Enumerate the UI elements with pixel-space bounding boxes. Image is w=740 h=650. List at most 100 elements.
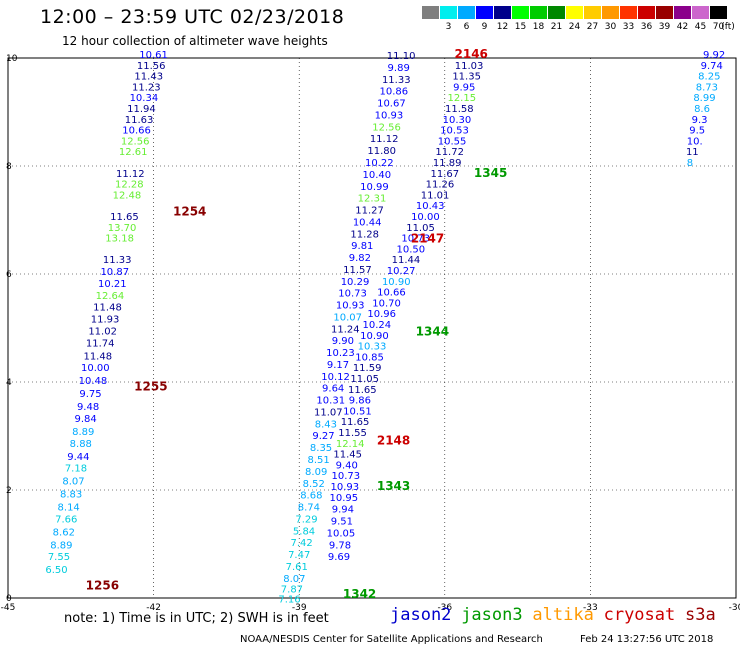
generated-timestamp: Feb 24 13:27:56 UTC 2018 bbox=[580, 634, 714, 645]
wave-height-value: 11.35 bbox=[452, 72, 481, 83]
wave-height-value: 10.93 bbox=[375, 110, 404, 121]
pass-time-label: 1343 bbox=[377, 479, 410, 493]
pass-time-label: 1255 bbox=[134, 380, 167, 394]
x-tick-label: -30 bbox=[729, 603, 740, 610]
wave-height-value: 12.61 bbox=[119, 147, 148, 158]
wave-height-value: 11.12 bbox=[116, 169, 145, 180]
legend-item-jason2: jason2 bbox=[390, 605, 452, 625]
color-swatch-label: 39 bbox=[658, 22, 671, 32]
color-swatch-label: 42 bbox=[676, 22, 689, 32]
wave-height-value: 11.33 bbox=[382, 75, 411, 86]
x-tick-label: -36 bbox=[437, 603, 452, 610]
color-swatch bbox=[530, 6, 547, 19]
wave-height-value: 8.43 bbox=[315, 419, 337, 430]
wave-height-value: 10.44 bbox=[353, 217, 382, 228]
color-swatch bbox=[638, 6, 655, 19]
wave-height-value: 7.87 bbox=[281, 585, 303, 596]
wave-height-value: 9.40 bbox=[336, 460, 358, 471]
wave-height-value: 10.48 bbox=[79, 376, 108, 387]
wave-height-value: 11.65 bbox=[341, 417, 370, 428]
wave-height-value: 9.51 bbox=[331, 517, 353, 528]
wave-height-value: 7.18 bbox=[65, 464, 87, 475]
wave-height-value: 11.27 bbox=[355, 206, 384, 217]
wave-height-value: 11.05 bbox=[350, 374, 379, 385]
wave-height-value: 10.70 bbox=[372, 298, 401, 309]
color-swatch bbox=[566, 6, 583, 19]
wave-height-value: 10.30 bbox=[443, 115, 472, 126]
wave-height-value: 7.42 bbox=[290, 538, 312, 549]
color-swatch bbox=[476, 6, 493, 19]
wave-height-value: 9.94 bbox=[332, 505, 354, 516]
wave-height-value: 11.74 bbox=[86, 338, 115, 349]
wave-height-value: 8.99 bbox=[693, 93, 715, 104]
color-swatch-label: 6 bbox=[463, 22, 470, 32]
wave-height-value: 13.70 bbox=[108, 223, 137, 234]
pass-time-label: 2147 bbox=[411, 232, 444, 246]
color-swatch bbox=[710, 6, 727, 19]
wave-height-value: 7.66 bbox=[55, 514, 77, 525]
wave-height-value: 12.64 bbox=[96, 291, 125, 302]
legend-item-altika: altika bbox=[532, 605, 594, 625]
color-swatch bbox=[512, 6, 529, 19]
color-swatch bbox=[458, 6, 475, 19]
wave-height-value: 10.93 bbox=[331, 482, 360, 493]
wave-height-value: 10.96 bbox=[367, 309, 396, 320]
wave-height-value: 9.75 bbox=[79, 389, 101, 400]
wave-height-value: 10.93 bbox=[336, 301, 365, 312]
pass-time-label: 1345 bbox=[474, 166, 507, 180]
wave-height-value: 11.80 bbox=[367, 146, 396, 157]
color-swatch-label: 45 bbox=[694, 22, 707, 32]
wave-height-value: 10.90 bbox=[382, 277, 411, 288]
wave-height-value: 8.88 bbox=[70, 439, 92, 450]
wave-height-value: 8.14 bbox=[58, 503, 80, 514]
color-swatch bbox=[494, 6, 511, 19]
wave-height-value: 9.92 bbox=[703, 50, 725, 61]
wave-height-value: 7.29 bbox=[295, 514, 317, 525]
wave-height-value: 9.82 bbox=[349, 253, 371, 264]
wave-height-value: 9.86 bbox=[349, 396, 371, 407]
wave-height-value: 11.10 bbox=[387, 51, 416, 62]
color-swatch bbox=[548, 6, 565, 19]
pass-time-label: 1256 bbox=[86, 578, 119, 592]
wave-height-value: 10.12 bbox=[321, 372, 350, 383]
wave-height-value: 9.3 bbox=[692, 115, 708, 126]
wave-height-value: 10. bbox=[687, 136, 703, 147]
wave-height-value: 9.44 bbox=[67, 452, 89, 463]
wave-height-value: 8.09 bbox=[305, 467, 327, 478]
pass-time-label: 1344 bbox=[416, 325, 449, 339]
wave-height-value: 11.26 bbox=[426, 180, 455, 191]
wave-height-value: 11.44 bbox=[392, 255, 421, 266]
wave-height-value: 5.84 bbox=[293, 526, 315, 537]
wave-height-value: 10.73 bbox=[338, 289, 367, 300]
wave-height-value: 11.67 bbox=[430, 169, 459, 180]
color-swatch-label: 18 bbox=[532, 22, 545, 32]
wave-height-value: 10.51 bbox=[343, 406, 372, 417]
wave-height-value: 10.27 bbox=[387, 266, 416, 277]
wave-height-value: 9.90 bbox=[332, 336, 354, 347]
wave-height-value: 9.95 bbox=[453, 82, 475, 93]
wave-height-value: 10.73 bbox=[331, 471, 360, 482]
wave-height-value: 8.35 bbox=[310, 443, 332, 454]
pass-time-label: 2148 bbox=[377, 434, 410, 448]
wave-height-value: 10.66 bbox=[377, 288, 406, 299]
wave-height-value: 9.5 bbox=[689, 126, 705, 137]
credit-line: NOAA/NESDIS Center for Satellite Applica… bbox=[240, 634, 543, 645]
wave-height-value: 10.24 bbox=[363, 320, 392, 331]
wave-height-value: 8.25 bbox=[698, 72, 720, 83]
wave-height-value: 10.85 bbox=[355, 352, 384, 363]
wave-height-value: 12.14 bbox=[336, 439, 365, 450]
wave-height-value: 11.12 bbox=[370, 134, 399, 145]
color-scale-unit: (ft) bbox=[721, 22, 735, 32]
wave-height-value: 11.58 bbox=[445, 104, 474, 115]
wave-height-value: 7.61 bbox=[286, 562, 308, 573]
wave-height-value: 11.07 bbox=[314, 407, 343, 418]
wave-height-value: 9.89 bbox=[388, 63, 410, 74]
color-swatch-label: 3 bbox=[445, 22, 452, 32]
footnote: note: 1) Time is in UTC; 2) SWH is in fe… bbox=[64, 611, 329, 626]
wave-height-value: 9.27 bbox=[312, 431, 334, 442]
wave-height-value: 7.55 bbox=[48, 552, 70, 563]
wave-height-value: 11.45 bbox=[333, 450, 362, 461]
pass-time-label: 1254 bbox=[173, 205, 206, 219]
wave-height-value: 11.02 bbox=[88, 326, 117, 337]
wave-height-value: 11.65 bbox=[348, 385, 377, 396]
